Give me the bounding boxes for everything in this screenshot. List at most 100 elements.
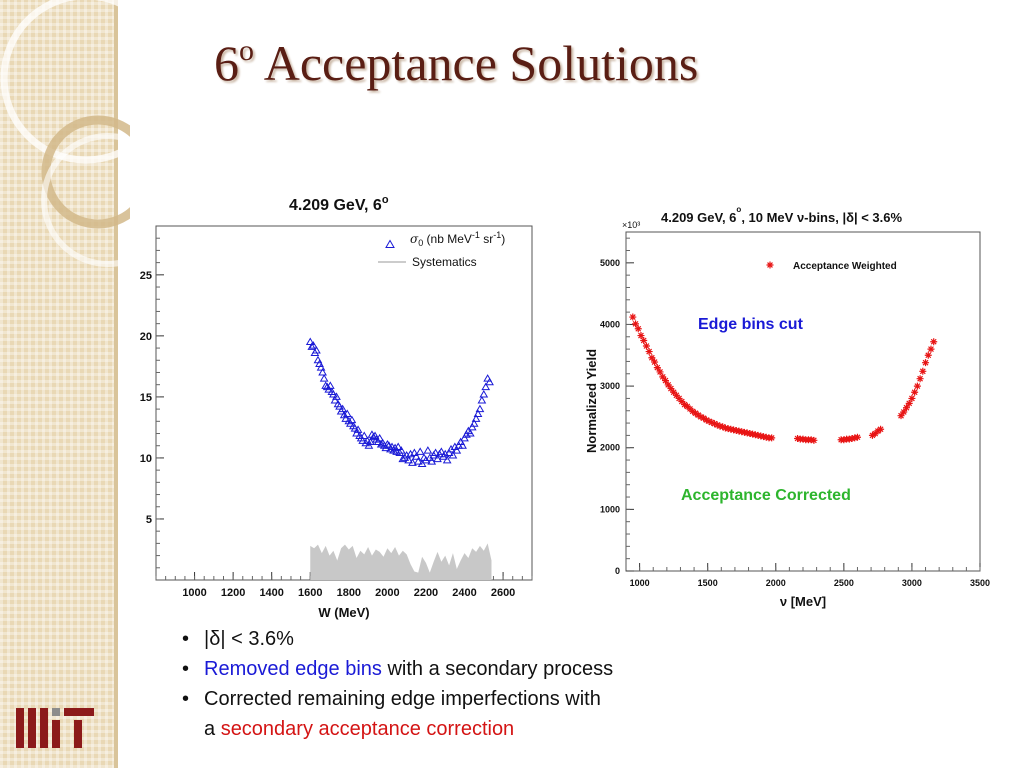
decorative-ring-middle	[41, 115, 130, 229]
annotation-acceptance-corrected: Acceptance Corrected	[681, 487, 851, 504]
data-point-yield	[853, 433, 861, 441]
data-point-sigma	[473, 409, 483, 417]
y-tick-label: 20	[140, 331, 152, 343]
bullet-highlight: secondary acceptance correction	[220, 718, 515, 740]
x-tick-label: 1200	[221, 587, 245, 599]
data-point-sigma	[423, 446, 433, 454]
data-point-yield	[757, 432, 765, 440]
data-point-yield	[708, 418, 716, 426]
data-point-sigma	[413, 457, 423, 465]
data-point-sigma	[369, 432, 378, 441]
data-point-sigma	[319, 374, 329, 382]
data-point-yield	[924, 351, 932, 359]
legend-label-yield: Acceptance Weighted	[793, 261, 897, 272]
data-point-sigma	[308, 341, 318, 349]
data-point-yield	[897, 412, 905, 420]
x-axis-label: ν [MeV]	[780, 594, 826, 609]
data-point-sigma	[475, 404, 485, 413]
data-point-sigma	[467, 422, 477, 431]
y-tick-label: 3000	[600, 381, 620, 391]
data-point-yield	[642, 342, 650, 350]
data-point-sigma	[479, 389, 489, 398]
data-point-yield	[794, 434, 802, 442]
data-point-yield	[664, 381, 672, 389]
data-point-sigma	[442, 455, 452, 464]
decorative-ring-large	[0, 0, 130, 164]
data-point-yield	[735, 427, 743, 435]
chart-title: 4.209 GeV, 6o	[289, 194, 389, 214]
data-point-yield	[738, 428, 746, 436]
data-point-yield	[905, 399, 913, 407]
data-point-yield	[678, 398, 686, 405]
data-point-sigma	[318, 367, 327, 376]
bullet-continuation: a secondary acceptance correction	[182, 714, 613, 744]
data-point-sigma	[448, 450, 458, 459]
y-tick-label: 25	[140, 270, 152, 282]
x-tick-label: 1800	[337, 587, 361, 599]
data-point-yield	[694, 411, 702, 419]
y-tick-label: 5	[146, 514, 152, 526]
data-point-sigma	[417, 459, 427, 468]
data-point-yield	[751, 431, 759, 439]
data-point-sigma	[353, 425, 363, 433]
data-point-sigma	[341, 414, 351, 422]
data-point-sigma	[396, 446, 406, 454]
data-point-sigma	[398, 454, 408, 463]
bullet-highlight: Removed edge bins	[204, 658, 382, 680]
bullet-dot: •	[182, 688, 190, 710]
x-tick-label: 3500	[970, 578, 990, 588]
chart-yield-vs-nu: 4.209 GeV, 6o, 10 MeV ν-bins, |δ| < 3.6%…	[584, 205, 990, 609]
legend-label-sigma: σ0 (nb MeV-1 sr-1)	[410, 230, 505, 248]
data-point-sigma	[359, 431, 369, 439]
data-point-yield	[640, 336, 648, 344]
data-point-yield	[659, 373, 667, 381]
data-point-sigma	[329, 389, 338, 398]
chart-title-rest: , 10 MeV ν-bins, |δ| < 3.6%	[741, 210, 902, 225]
data-point-yield	[877, 425, 885, 433]
data-point-yield	[845, 435, 853, 443]
data-point-sigma	[458, 441, 467, 449]
data-point-yield	[653, 364, 661, 372]
y-tick-label: 4000	[600, 319, 620, 329]
data-point-sigma	[444, 448, 454, 457]
data-point-sigma	[431, 448, 440, 457]
data-point-yield	[840, 436, 848, 444]
bullet-prefix: a	[204, 718, 221, 740]
data-point-sigma	[342, 409, 352, 417]
bullet-dot: •	[182, 658, 190, 680]
data-point-yield	[686, 405, 694, 413]
y-multiplier: ×10³	[622, 220, 640, 230]
data-point-yield	[807, 436, 815, 444]
data-point-sigma	[433, 454, 442, 463]
x-tick-label: 2600	[491, 587, 515, 599]
x-tick-label: 2200	[414, 587, 438, 599]
bullet-text: |δ| < 3.6%	[204, 628, 294, 650]
x-tick-label: 1000	[182, 587, 206, 599]
data-point-sigma	[465, 429, 475, 437]
y-tick-label: 15	[140, 392, 152, 404]
data-point-sigma	[330, 396, 340, 404]
systematics-area	[310, 543, 492, 580]
bullet-dot: •	[182, 628, 190, 650]
data-point-sigma	[460, 433, 469, 442]
data-point-yield	[691, 409, 699, 417]
data-point-yield	[645, 348, 653, 356]
x-tick-label: 1400	[259, 587, 283, 599]
data-point-yield	[919, 367, 927, 375]
decorative-ring-small	[41, 133, 130, 267]
data-point-sigma	[364, 441, 374, 449]
data-point-yield	[705, 417, 713, 425]
data-point-yield	[713, 421, 721, 429]
data-point-sigma	[332, 392, 341, 400]
data-point-yield	[634, 325, 642, 333]
data-point-sigma	[485, 377, 494, 386]
data-point-yield	[629, 313, 637, 321]
legend-marker-yield	[766, 261, 774, 269]
bullet-item: • |δ| < 3.6%	[182, 624, 613, 654]
title-text: Acceptance Solutions	[254, 35, 699, 91]
mit-logo	[16, 708, 94, 748]
data-point-yield	[716, 422, 724, 430]
y-tick-label: 10	[140, 453, 152, 465]
x-tick-label: 2000	[766, 578, 786, 588]
data-point-yield	[743, 429, 751, 437]
